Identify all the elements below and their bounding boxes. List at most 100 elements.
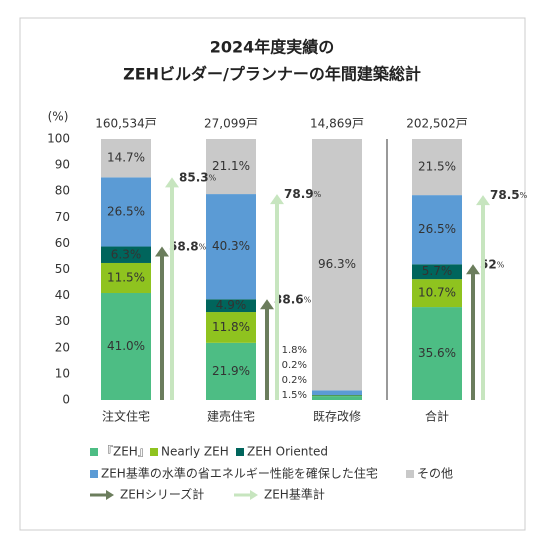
total-label: 202,502戸: [406, 117, 468, 131]
total-label: 160,534戸: [95, 117, 157, 131]
data-label: 1.5%: [282, 390, 307, 401]
arrow-head: [155, 246, 169, 257]
data-label: 40.3%: [212, 239, 250, 253]
bar-segment: [312, 139, 362, 391]
bar-segment: [206, 139, 256, 195]
x-tick-label: 合計: [425, 409, 449, 424]
y-tick-label: 40: [55, 288, 70, 302]
legend-label: ZEH基準計: [264, 487, 325, 502]
arrow-unit: %: [199, 242, 207, 251]
arrow-label: 85.3%: [179, 170, 217, 184]
arrow: [155, 246, 169, 400]
bar-segment: [206, 342, 256, 400]
arrow-unit: %: [520, 191, 528, 200]
arrow: [165, 177, 179, 400]
chart-title: ZEHビルダー/プランナーの年間建築総計: [123, 65, 421, 84]
data-label: 10.7%: [418, 286, 456, 300]
data-label: 0.2%: [282, 360, 307, 371]
arrow-head: [476, 195, 490, 206]
arrow-value: 85.3: [179, 170, 209, 184]
bar-segment: [206, 312, 256, 343]
arrow-label: 58.8%: [169, 239, 207, 253]
bar-segment: [206, 299, 256, 313]
data-label: 41.0%: [107, 339, 145, 353]
bar-segment: [412, 307, 462, 400]
arrow-label: 78.9%: [284, 187, 322, 201]
legend-label: ZEH基準の水準の省エネルギー性能を確保した住宅: [101, 466, 378, 481]
data-label: 4.9%: [216, 298, 247, 312]
bar-segment: [412, 279, 462, 308]
arrow-value: 78.9: [284, 187, 314, 201]
legend-swatch: [150, 448, 158, 456]
legend-arrow-head: [250, 490, 258, 500]
arrow-value: 78.5: [490, 188, 520, 202]
arrow-unit: %: [314, 190, 322, 199]
arrow-label: 78.5%: [490, 188, 528, 202]
legend-label: 『ZEH』: [101, 445, 150, 459]
y-axis-label: (%): [48, 110, 69, 124]
bar-segment: [312, 395, 362, 396]
legend-swatch: [236, 448, 244, 456]
legend-label: ZEH Oriented: [247, 445, 328, 459]
bar-segment: [412, 264, 462, 280]
y-tick-label: 10: [55, 366, 70, 380]
arrow-head: [165, 177, 179, 188]
y-tick-label: 20: [55, 340, 70, 354]
data-label: 26.5%: [418, 222, 456, 236]
bar-segment: [101, 292, 151, 400]
data-label: 96.3%: [318, 257, 356, 271]
total-label: 27,099戸: [204, 117, 258, 131]
data-label: 6.3%: [111, 247, 142, 261]
arrow-label: 38.6%: [274, 292, 312, 306]
y-tick-label: 30: [55, 314, 70, 328]
legend-label: その他: [417, 467, 453, 481]
y-tick-label: 0: [62, 393, 70, 407]
data-label: 26.5%: [107, 204, 145, 218]
bar-segment: [412, 195, 462, 265]
arrow-head: [466, 264, 480, 275]
total-label: 14,869戸: [310, 117, 364, 131]
arrow-value: 38.6: [274, 292, 304, 306]
legend-label: Nearly ZEH: [161, 445, 229, 459]
y-tick-label: 100: [47, 132, 70, 146]
bar-segment: [101, 177, 151, 247]
data-label: 21.1%: [212, 159, 250, 173]
arrow: [476, 195, 490, 400]
chart-title: 2024年度実績の: [210, 38, 335, 57]
data-label: 1.8%: [282, 345, 307, 356]
arrow: [270, 194, 284, 400]
data-label: 11.8%: [212, 320, 250, 334]
bar-segment: [101, 262, 151, 293]
bar-segment: [312, 396, 362, 400]
data-label: 0.2%: [282, 375, 307, 386]
data-label: 35.6%: [418, 346, 456, 360]
data-label: 14.7%: [107, 151, 145, 165]
arrow: [260, 299, 274, 400]
data-label: 5.7%: [422, 264, 453, 278]
arrow: [466, 264, 480, 400]
bar-segment: [101, 139, 151, 178]
legend-swatch: [90, 448, 98, 456]
arrow-unit: %: [497, 260, 505, 269]
bar-segment: [312, 390, 362, 396]
bar-segment: [412, 139, 462, 196]
legend-label: ZEHシリーズ計: [120, 487, 204, 502]
arrow-head: [260, 299, 274, 310]
y-tick-label: 50: [55, 262, 70, 276]
arrow-head: [270, 194, 284, 205]
y-tick-label: 90: [55, 158, 70, 172]
bar-segment: [312, 395, 362, 397]
legend-arrow-head: [106, 490, 114, 500]
y-tick-label: 60: [55, 236, 70, 250]
data-label: 21.5%: [418, 160, 456, 174]
arrow-value: 58.8: [169, 239, 199, 253]
bar-segment: [206, 194, 256, 300]
arrow-unit: %: [209, 173, 217, 182]
data-label: 21.9%: [212, 364, 250, 378]
y-tick-label: 70: [55, 210, 70, 224]
legend-swatch: [406, 470, 414, 478]
x-tick-label: 既存改修: [313, 409, 361, 424]
data-label: 11.5%: [107, 270, 145, 284]
legend-swatch: [90, 470, 98, 478]
